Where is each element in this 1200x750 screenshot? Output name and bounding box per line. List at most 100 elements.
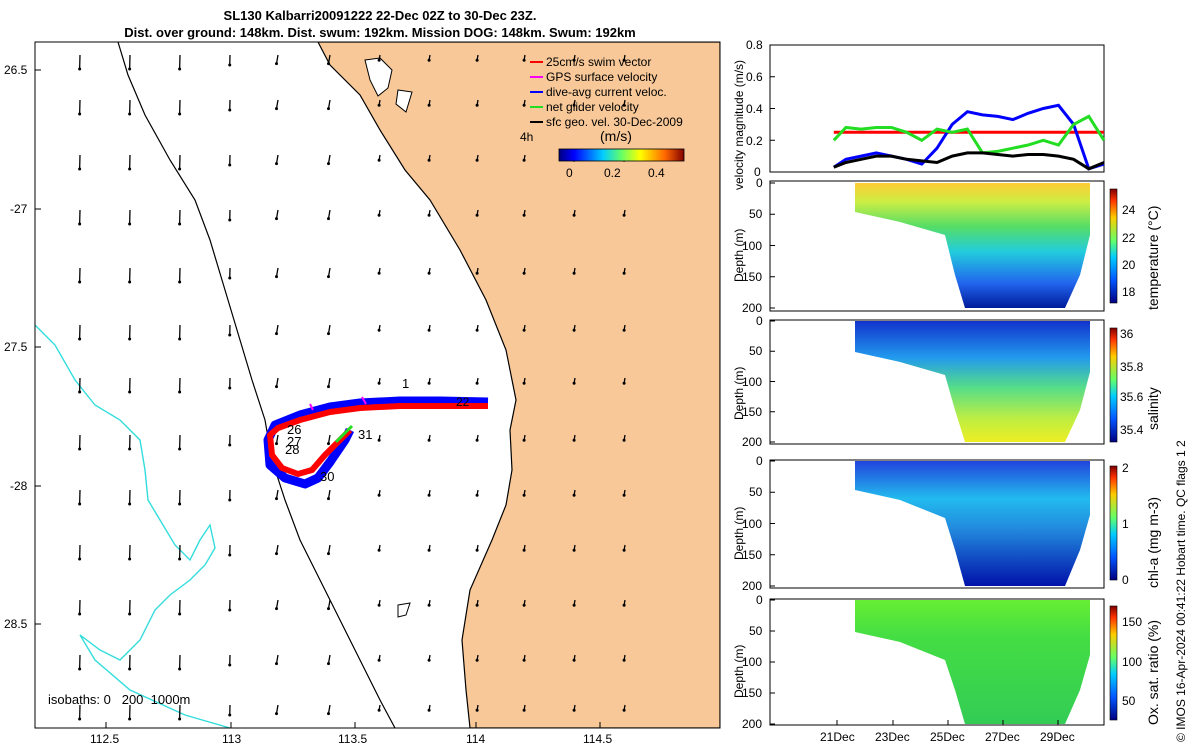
date-tick-4: 29Dec <box>1040 730 1075 744</box>
current-vector-head <box>475 548 479 552</box>
current-vector-head <box>178 612 182 616</box>
legend-item-swim: 25cm/s swim vector <box>546 55 652 69</box>
current-vector-head <box>522 103 526 107</box>
current-vector-head <box>522 213 526 217</box>
current-vector-head <box>128 222 132 226</box>
depth-tick-label: 100 <box>742 516 763 531</box>
current-vector-head <box>327 385 330 389</box>
chl-colorbar-label: chl-a (mg m-3) <box>1145 496 1161 588</box>
map-y-tick-0: 26.5 <box>4 63 28 77</box>
current-vector-head <box>522 708 526 712</box>
map-y-tick-2: 27.5 <box>4 340 28 354</box>
colorbar-title: (m/s) <box>600 128 632 144</box>
current-vector-head <box>622 271 626 275</box>
current-vector-head <box>78 717 82 721</box>
current-vector-head <box>377 158 381 162</box>
oxygen-section <box>855 600 1090 724</box>
depth-tick-label: 50 <box>749 485 763 500</box>
current-vector-field <box>78 54 626 721</box>
current-vector-head <box>128 280 132 284</box>
map-x-tick-3: 114 <box>466 732 486 746</box>
current-vector-head <box>522 493 526 497</box>
current-vector-head <box>377 603 381 607</box>
depth-tick-label: 200 <box>742 579 763 593</box>
current-vector-head <box>78 557 82 561</box>
vel-ytick-4: 0.8 <box>746 38 763 52</box>
current-vector-head <box>377 271 381 275</box>
current-vector-head <box>78 337 82 341</box>
vel-ytick-0: 0 <box>754 165 761 179</box>
current-vector-head <box>327 162 330 166</box>
current-vector-head <box>275 607 278 611</box>
current-vector-head <box>178 167 182 171</box>
series-net-glider-velocity <box>832 114 1106 155</box>
current-vector-head <box>228 443 232 447</box>
current-vector-head <box>572 603 576 607</box>
current-vector-head <box>622 708 626 712</box>
current-vector-head <box>377 381 381 385</box>
chl-colorbar <box>1109 465 1118 581</box>
legend-item-current: dive-avg current veloc. <box>546 85 667 99</box>
date-tick-2: 25Dec <box>930 730 965 744</box>
velocity-series <box>832 103 1106 171</box>
current-vector-head <box>475 213 479 217</box>
current-vector-head <box>377 548 381 552</box>
temp-cb-0: 18 <box>1122 285 1136 299</box>
sal-cb-1: 35.6 <box>1120 390 1144 404</box>
current-vector-head <box>475 603 479 607</box>
current-vector-head <box>228 108 232 112</box>
sal-cb-2: 35.8 <box>1120 360 1144 374</box>
map-x-tick-1: 113 <box>222 732 242 746</box>
current-vector-head <box>228 276 232 280</box>
current-vector-head <box>377 58 381 62</box>
current-vector-head <box>228 713 232 717</box>
series-dive-avg-current-veloc- <box>832 103 1105 171</box>
temp-cb-3: 24 <box>1122 203 1136 217</box>
current-vector-head <box>377 708 381 712</box>
current-vector-head <box>327 607 330 611</box>
ox-colorbar-label: Ox. sat. ratio (%) <box>1145 619 1161 725</box>
current-vector-head <box>475 708 479 712</box>
current-vector-head <box>377 103 381 107</box>
current-vector-head <box>475 58 479 62</box>
current-vector-head <box>427 438 431 442</box>
current-vector-head <box>128 612 132 616</box>
map-x-ticks <box>105 722 601 728</box>
current-vector-head <box>427 103 431 107</box>
track-swim-red <box>267 403 488 477</box>
current-vector-head <box>522 381 526 385</box>
current-vector-head <box>228 663 232 667</box>
current-vector-head <box>475 158 479 162</box>
day-label-1: 1 <box>402 376 410 391</box>
current-vector-head <box>228 553 232 557</box>
ox-cb-1: 100 <box>1122 655 1143 669</box>
current-vector-head <box>427 328 431 332</box>
current-vector-head <box>275 385 278 389</box>
current-vector-head <box>622 328 626 332</box>
depth-tick-label: 0 <box>756 314 763 328</box>
current-vector-head <box>228 333 232 337</box>
gps-velocity-mark-1 <box>361 396 367 405</box>
sal-cb-3: 36 <box>1120 327 1134 341</box>
depth-tick-label: 100 <box>742 238 763 253</box>
day-label-28: 28 <box>285 442 300 457</box>
depth-tick-label: 50 <box>749 624 763 638</box>
velocity-ylabel: velocity magnitude (m/s) <box>732 59 746 190</box>
current-vector-head <box>327 62 330 66</box>
current-vector-head <box>128 447 132 451</box>
current-vector-head <box>377 328 381 332</box>
salinity-colorbar <box>1109 327 1118 443</box>
current-vector-head <box>178 390 182 394</box>
date-tick-1: 23Dec <box>875 730 910 744</box>
current-vector-head <box>522 438 526 442</box>
current-vector-head <box>427 58 431 62</box>
velocity-y-ticks <box>770 44 775 173</box>
depth-tick-label: 50 <box>749 344 763 359</box>
current-vector-head <box>572 381 576 385</box>
current-vector-head <box>178 337 182 341</box>
gps-velocity-mark-2 <box>309 403 314 411</box>
current-vector-head <box>572 58 576 62</box>
current-vector-head <box>572 548 576 552</box>
depth-tick-label: 0 <box>756 176 763 190</box>
